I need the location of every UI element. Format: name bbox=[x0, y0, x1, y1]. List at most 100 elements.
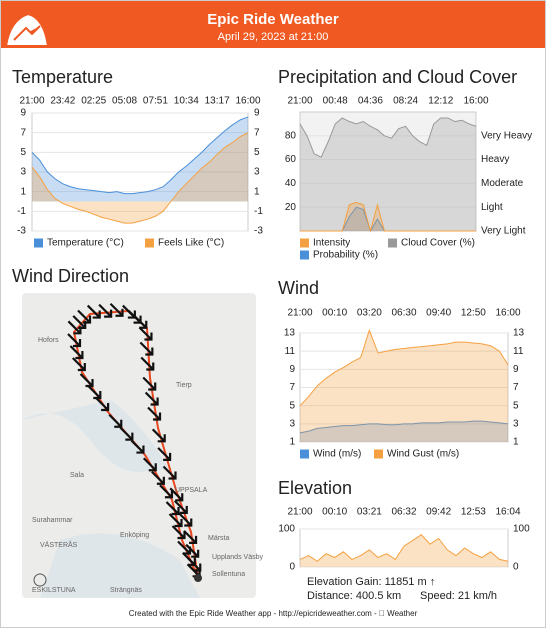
map-label: Strängnäs bbox=[110, 587, 142, 594]
wind-arrow bbox=[147, 406, 162, 421]
map-water bbox=[40, 533, 200, 598]
x-tick-label: 09:42 bbox=[426, 507, 451, 518]
line bbox=[299, 534, 509, 562]
map-label: Tierp bbox=[176, 382, 192, 389]
y2-tick-label: 5 bbox=[254, 147, 260, 158]
wind-arrow bbox=[98, 303, 113, 318]
annotation: Distance: 400.5 km bbox=[307, 590, 401, 602]
y-tick-label: 1 bbox=[20, 186, 26, 197]
legend-swatch bbox=[145, 238, 154, 248]
chart-title: Temperature bbox=[12, 67, 113, 87]
wind-arrow bbox=[169, 487, 184, 502]
y2-tick-label: 9 bbox=[513, 364, 519, 375]
x-tick-label: 21:00 bbox=[287, 96, 312, 107]
wind-arrow bbox=[139, 341, 154, 356]
wind-arrow bbox=[151, 470, 165, 485]
x-tick-label: 13:17 bbox=[205, 96, 230, 107]
wind-arrow bbox=[178, 512, 193, 527]
wind-arrow bbox=[86, 304, 101, 319]
legend-swatch bbox=[300, 238, 309, 248]
y-tick-label: 60 bbox=[285, 154, 297, 165]
wind-arrow bbox=[165, 501, 180, 516]
y-tick-label: 1 bbox=[289, 437, 295, 448]
x-tick-label: 16:00 bbox=[463, 96, 488, 107]
x-tick-label: 03:20 bbox=[357, 308, 382, 319]
map-label: ESKILSTUNA bbox=[32, 587, 76, 594]
logo bbox=[4, 12, 50, 47]
chart-title: Wind bbox=[278, 278, 319, 298]
legend-swatch bbox=[300, 250, 309, 260]
y-tick-label: 3 bbox=[20, 167, 26, 178]
line bbox=[299, 328, 509, 407]
area bbox=[300, 534, 508, 567]
wind-arrow bbox=[119, 426, 134, 441]
y2-tick-label: Very Light bbox=[481, 226, 526, 237]
wind-arrow bbox=[140, 356, 155, 371]
y2-tick-label: -1 bbox=[254, 206, 263, 217]
x-tick-label: 04:36 bbox=[358, 96, 383, 107]
y2-tick-label: 7 bbox=[254, 127, 260, 138]
y2-tick-label: 1 bbox=[254, 186, 260, 197]
x-tick-label: 10:34 bbox=[174, 96, 199, 107]
x-tick-label: 09:40 bbox=[426, 308, 451, 319]
y2-tick-label: 3 bbox=[254, 167, 260, 178]
x-tick-label: 12:53 bbox=[461, 507, 486, 518]
legend-label: Wind (m/s) bbox=[313, 449, 361, 460]
line bbox=[299, 420, 509, 434]
y-tick-label: 9 bbox=[289, 364, 295, 375]
x-tick-label: 23:42 bbox=[50, 96, 75, 107]
wind-arrow bbox=[72, 357, 86, 372]
x-tick-label: 16:04 bbox=[495, 507, 520, 518]
area bbox=[300, 330, 508, 442]
y-tick-label: -3 bbox=[17, 226, 26, 237]
wind-arrow bbox=[157, 447, 172, 461]
wind-arrow bbox=[168, 513, 183, 528]
wind-arrow bbox=[151, 428, 166, 443]
legend-label: Cloud Cover (%) bbox=[401, 238, 475, 249]
y2-tick-label: Very Heavy bbox=[481, 130, 532, 141]
wind-arrow bbox=[77, 309, 92, 324]
wind-arrow bbox=[79, 373, 94, 388]
x-tick-label: 06:30 bbox=[391, 308, 416, 319]
route bbox=[72, 309, 199, 579]
wind-arrow bbox=[187, 557, 202, 572]
header-bar bbox=[1, 1, 545, 48]
legend-label: Temperature (°C) bbox=[47, 238, 124, 249]
wind-arrow bbox=[133, 314, 148, 329]
y-tick-label: 13 bbox=[284, 328, 296, 339]
map-label: Surahammar bbox=[32, 517, 73, 524]
map-info-icon[interactable] bbox=[33, 573, 47, 587]
wind-arrow bbox=[185, 543, 200, 558]
map-label: VÄSTERÅS bbox=[40, 540, 78, 549]
map-water bbox=[22, 400, 170, 472]
line bbox=[31, 132, 249, 224]
y2-tick-label: 3 bbox=[513, 418, 519, 429]
area bbox=[32, 132, 248, 224]
x-tick-label: 05:08 bbox=[112, 96, 137, 107]
wind-arrow bbox=[87, 385, 102, 400]
y2-tick-label: -3 bbox=[254, 226, 263, 237]
route-end bbox=[194, 574, 202, 582]
map-label: Enköping bbox=[120, 532, 149, 539]
y2-tick-label: 100 bbox=[513, 524, 530, 535]
x-tick-label: 00:48 bbox=[323, 96, 348, 107]
y-tick-label: 100 bbox=[278, 524, 295, 535]
x-tick-label: 08:24 bbox=[393, 96, 418, 107]
area bbox=[300, 117, 476, 231]
x-tick-label: 16:00 bbox=[235, 96, 260, 107]
y-tick-label: 7 bbox=[289, 382, 295, 393]
y2-tick-label: Light bbox=[481, 202, 503, 213]
legend-label: Intensity bbox=[313, 238, 350, 249]
legend-swatch bbox=[34, 238, 43, 248]
x-tick-label: 02:25 bbox=[81, 96, 106, 107]
wind-arrow bbox=[162, 465, 177, 480]
y2-tick-label: 1 bbox=[513, 437, 519, 448]
y2-tick-label: 13 bbox=[513, 328, 525, 339]
x-tick-label: 12:50 bbox=[461, 308, 486, 319]
map-label: Märsta bbox=[208, 535, 230, 542]
header-title: Epic Ride Weather bbox=[207, 11, 339, 28]
line bbox=[300, 201, 476, 233]
y-tick-label: -1 bbox=[17, 206, 26, 217]
map-label: UPPSALA bbox=[175, 487, 208, 494]
area bbox=[32, 116, 248, 202]
